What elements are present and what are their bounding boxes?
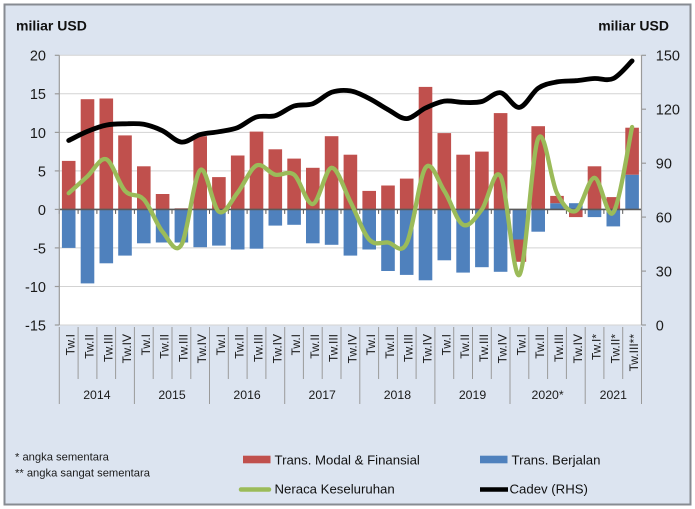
svg-text:2014: 2014 [83, 388, 111, 402]
svg-text:90: 90 [656, 157, 672, 173]
svg-text:Cadev (RHS): Cadev (RHS) [510, 482, 588, 497]
svg-text:Tw.IV: Tw.IV [120, 334, 134, 363]
svg-text:Tw.II: Tw.II [233, 334, 247, 359]
svg-text:Tw.II: Tw.II [308, 334, 322, 359]
svg-text:2020*: 2020* [532, 388, 564, 402]
svg-text:Tw.I: Tw.I [214, 334, 228, 355]
svg-text:Trans. Modal & Finansial: Trans. Modal & Finansial [275, 453, 420, 468]
svg-text:** angka sangat sementara: ** angka sangat sementara [15, 468, 151, 480]
svg-text:Tw.IV: Tw.IV [195, 334, 209, 363]
svg-text:Tw.IV: Tw.IV [496, 334, 510, 363]
svg-text:5: 5 [38, 164, 46, 180]
svg-text:Tw.III: Tw.III [176, 334, 190, 362]
svg-text:Tw.II*: Tw.II* [608, 334, 622, 364]
svg-text:Tw.IV: Tw.IV [421, 334, 435, 363]
svg-text:-15: -15 [25, 318, 46, 334]
svg-text:Tw.I: Tw.I [139, 334, 153, 355]
svg-text:Tw.II: Tw.II [83, 334, 97, 359]
svg-text:2016: 2016 [233, 388, 261, 402]
svg-text:Tw.IV: Tw.IV [571, 334, 585, 363]
svg-text:Tw.II: Tw.II [533, 334, 547, 359]
svg-text:-5: -5 [33, 241, 46, 257]
svg-text:Tw.III: Tw.III [477, 334, 491, 362]
svg-text:* angka sementara: * angka sementara [15, 452, 110, 464]
svg-text:miliar USD: miliar USD [598, 18, 669, 34]
svg-text:120: 120 [656, 103, 680, 119]
svg-text:Tw.III**: Tw.III** [627, 334, 641, 372]
svg-text:Tw.I: Tw.I [64, 334, 78, 355]
svg-text:0: 0 [656, 318, 664, 334]
svg-text:Tw.IV: Tw.IV [345, 334, 359, 363]
svg-text:2018: 2018 [384, 388, 412, 402]
svg-text:60: 60 [656, 211, 672, 227]
svg-text:Tw.III: Tw.III [252, 334, 266, 362]
svg-text:Tw.IV: Tw.IV [270, 334, 284, 363]
svg-text:2015: 2015 [158, 388, 186, 402]
svg-text:30: 30 [656, 265, 672, 281]
svg-text:20: 20 [30, 49, 46, 65]
svg-text:Tw.III: Tw.III [552, 334, 566, 362]
svg-text:15: 15 [30, 87, 46, 103]
svg-text:Tw.II: Tw.II [158, 334, 172, 359]
svg-text:Tw.II: Tw.II [458, 334, 472, 359]
svg-text:2019: 2019 [459, 388, 487, 402]
svg-text:Tw.I: Tw.I [439, 334, 453, 355]
svg-text:Tw.I: Tw.I [514, 334, 528, 355]
svg-text:Tw.III: Tw.III [101, 334, 115, 362]
svg-text:Tw.I: Tw.I [364, 334, 378, 355]
svg-text:2017: 2017 [309, 388, 337, 402]
svg-text:Neraca Keseluruhan: Neraca Keseluruhan [275, 482, 395, 497]
svg-text:Tw.III: Tw.III [402, 334, 416, 362]
svg-text:Tw.II: Tw.II [383, 334, 397, 359]
svg-text:150: 150 [656, 49, 680, 65]
svg-text:-10: -10 [25, 280, 46, 296]
svg-text:miliar USD: miliar USD [16, 18, 87, 34]
svg-text:Tw.III: Tw.III [327, 334, 341, 362]
svg-text:Trans. Berjalan: Trans. Berjalan [512, 453, 601, 468]
svg-text:0: 0 [38, 203, 46, 219]
svg-text:Tw.I: Tw.I [289, 334, 303, 355]
svg-text:10: 10 [30, 126, 46, 142]
svg-text:Tw.I*: Tw.I* [590, 334, 604, 360]
svg-text:2021: 2021 [600, 388, 628, 402]
